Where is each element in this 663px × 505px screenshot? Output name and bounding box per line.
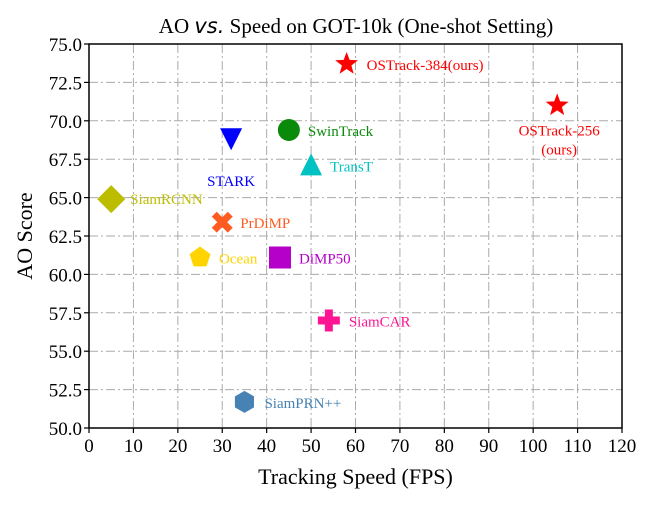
chart-title-prefix: AO bbox=[159, 14, 195, 38]
x-tick-label: 30 bbox=[213, 436, 232, 457]
marker-prdimp bbox=[211, 211, 233, 233]
point-label: PrDiMP bbox=[240, 216, 290, 232]
y-tick-label: 60.0 bbox=[49, 265, 82, 286]
x-axis-label: Tracking Speed (FPS) bbox=[258, 464, 453, 489]
point-label: SiamRCNN bbox=[130, 192, 203, 208]
x-tick-label: 70 bbox=[390, 436, 409, 457]
marker-stark bbox=[220, 128, 243, 151]
marker-siamprn- bbox=[234, 390, 254, 413]
y-tick-label: 67.5 bbox=[49, 150, 82, 171]
y-tick-label: 62.5 bbox=[49, 227, 82, 248]
chart-title-suffix: Speed on GOT-10k (One-shot Setting) bbox=[224, 14, 553, 38]
x-tick-label: 90 bbox=[479, 436, 498, 457]
chart-title-italic: vs. bbox=[194, 14, 224, 38]
y-tick-label: 50.0 bbox=[49, 419, 82, 440]
point-label: SwinTrack bbox=[308, 124, 374, 140]
y-axis-label: AO Score bbox=[12, 192, 37, 279]
marker-siamrcnn bbox=[97, 185, 126, 214]
x-tick-label: 0 bbox=[84, 436, 94, 457]
x-tick-label: 60 bbox=[346, 436, 365, 457]
marker-ostrack-384-ours- bbox=[335, 52, 358, 74]
marker-x-stroke bbox=[211, 211, 233, 233]
x-tick-label: 50 bbox=[302, 436, 321, 457]
marker-siamcar bbox=[317, 309, 340, 332]
x-tick-label: 110 bbox=[564, 436, 592, 457]
y-tick-label: 65.0 bbox=[49, 189, 82, 210]
point-label: DiMP50 bbox=[299, 252, 351, 268]
x-tick-label: 20 bbox=[168, 436, 187, 457]
point-label: Ocean bbox=[219, 252, 258, 268]
marker-dimp50 bbox=[268, 246, 291, 269]
y-tick-label: 52.5 bbox=[49, 381, 82, 402]
marker-transt bbox=[300, 153, 323, 176]
point-labels: OSTrack-384(ours) OSTrack-256 (ours) SwinTr… bbox=[130, 58, 600, 412]
grid bbox=[89, 44, 622, 428]
y-tick-label: 75.0 bbox=[49, 35, 82, 56]
marker-plus-bar bbox=[324, 309, 333, 332]
point-label: STARK bbox=[207, 174, 255, 190]
x-tick-label: 10 bbox=[124, 436, 143, 457]
y-tick-label: 55.0 bbox=[49, 342, 82, 363]
y-tick-label: 72.5 bbox=[49, 73, 82, 94]
point-label: SiamPRN++ bbox=[264, 396, 341, 412]
y-tick-label: 57.5 bbox=[49, 304, 82, 325]
point-label: TransT bbox=[330, 159, 373, 175]
x-tick-label: 120 bbox=[608, 436, 637, 457]
axis-ticks: 0 10 20 30 40 50 60 70 80 90 100 110 120 50.0 52.5 55.0… bbox=[49, 35, 637, 457]
marker-ostrack-256 bbox=[545, 93, 569, 116]
point-label: OSTrack-256 bbox=[519, 123, 601, 139]
point-label: OSTrack-384(ours) bbox=[367, 58, 484, 74]
chart-title: AO vs. Speed on GOT-10k (One-shot Settin… bbox=[159, 14, 553, 38]
marker-swintrack bbox=[277, 119, 300, 142]
plot-frame bbox=[88, 43, 623, 429]
x-tick-label: 40 bbox=[257, 436, 276, 457]
data-points bbox=[97, 52, 569, 413]
marker-ocean bbox=[189, 246, 211, 267]
y-tick-label: 70.0 bbox=[49, 112, 82, 133]
point-label: SiamCAR bbox=[349, 314, 411, 330]
point-label: (ours) bbox=[541, 142, 577, 158]
x-tick-label: 100 bbox=[519, 436, 548, 457]
x-tick-label: 80 bbox=[435, 436, 454, 457]
